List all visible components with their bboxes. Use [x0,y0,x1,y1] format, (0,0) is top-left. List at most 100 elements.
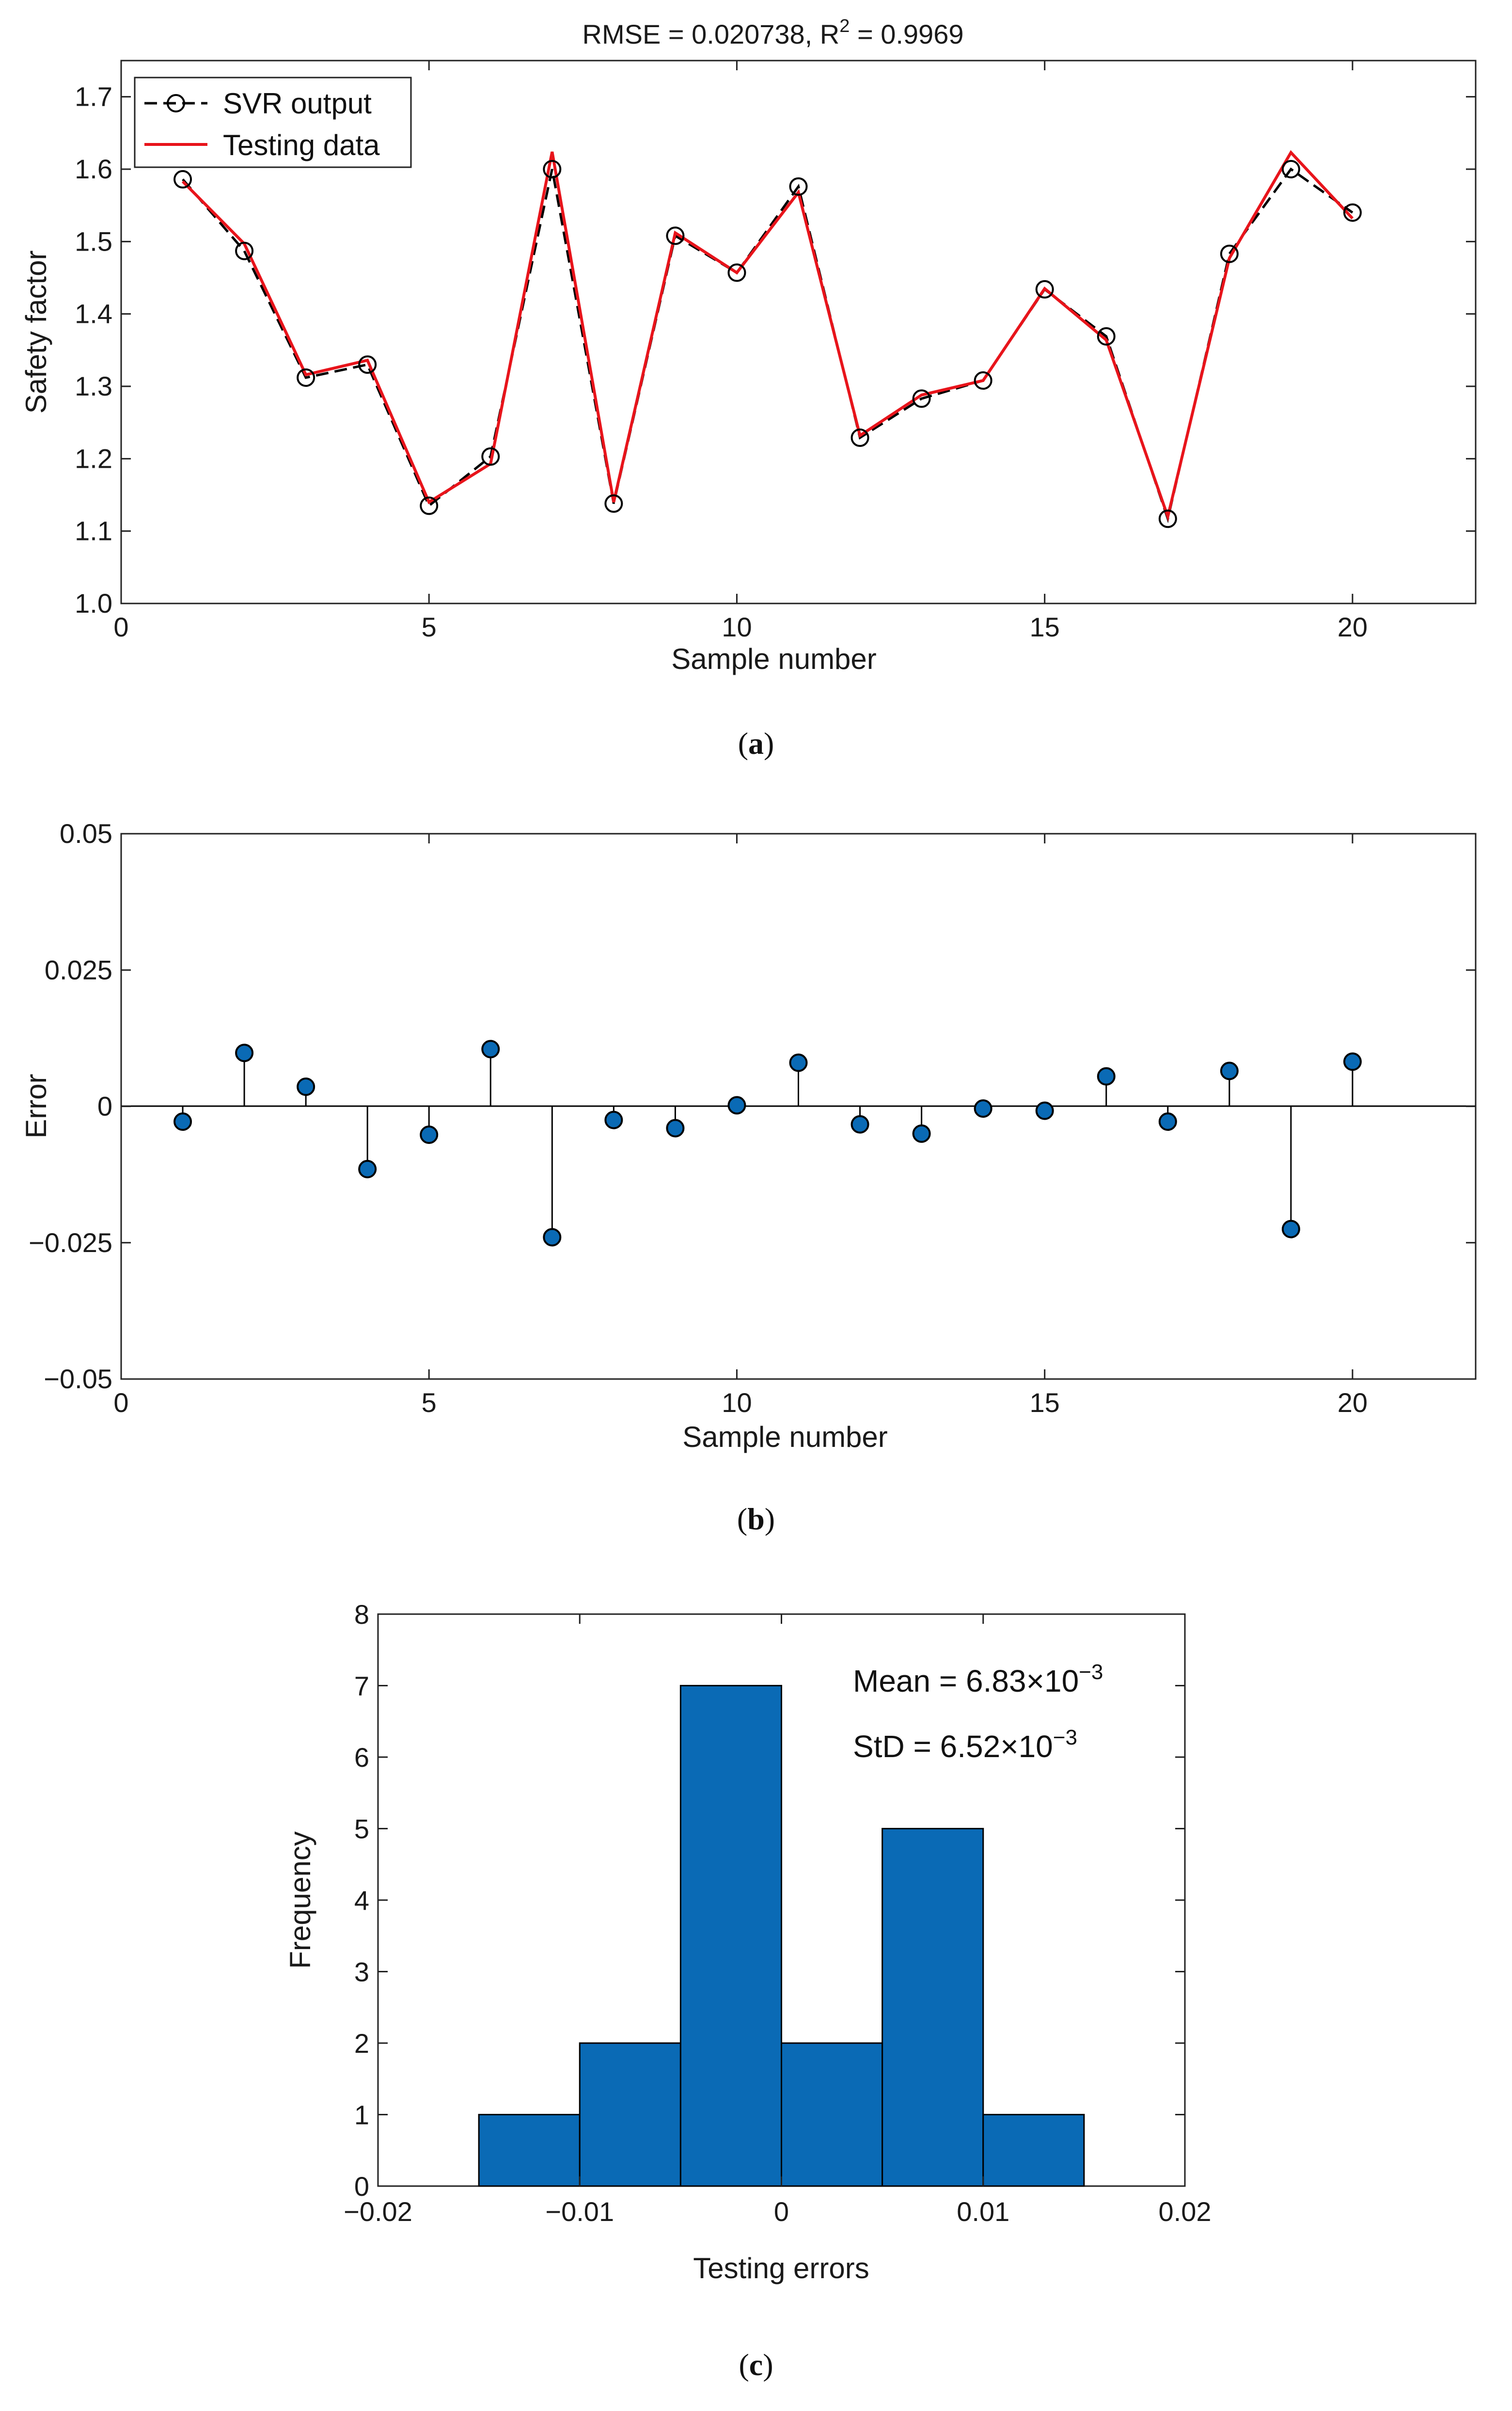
error-point [1220,1062,1239,1080]
testing-data-line [181,150,1354,522]
panel-c-x-tick-label: 0.01 [957,2196,1009,2227]
legend-svr-label: SVR output [223,87,372,120]
svr-output-point [1097,327,1116,346]
panel-c-y-tick-label: 2 [354,2028,369,2059]
error-point [1281,1220,1300,1238]
panel-a-x-ticks: 0 5 10 15 20 [113,61,1368,642]
panel-a-y-tick-label: 1.0 [75,588,112,619]
panel-c-y-tick-label: 7 [354,1671,369,1701]
error-point [666,1119,685,1138]
svr-output-point [604,494,623,513]
error-point [420,1126,439,1144]
error-point [1035,1101,1054,1120]
panel-b-y-tick-label: 0 [97,1091,112,1122]
panel-c-y-tick-label: 8 [354,1599,369,1630]
panel-b-y-tick-label: 0.025 [45,954,112,985]
panel-b-x-tick-label: 5 [422,1387,437,1418]
panel-a-legend-box [134,77,412,168]
panel-c-y-ticks: 0 1 2 3 4 5 6 7 8 [354,1599,1185,2202]
error-point [912,1124,931,1143]
panel-b-stem-chart: 0 5 10 15 20 −0.05 −0.025 0 0.025 0.05 Sample nu… [20,818,1477,1536]
panel-c-y-tick-label: 4 [354,1885,369,1916]
error-point [974,1099,992,1118]
panel-c-x-tick-label: 0.02 [1159,2196,1212,2227]
error-point [1097,1067,1116,1086]
panel-a-x-tick-label: 20 [1338,612,1368,642]
error-point [789,1053,808,1072]
panel-a-title: RMSE = 0.020738, R2 = 0.9969 [583,16,964,49]
panel-a-y-tick-label: 1.7 [75,81,112,112]
panel-a-y-tick-label: 1.5 [75,226,112,256]
error-point [850,1115,869,1134]
svr-output-point [727,263,746,282]
panel-a-line-chart: RMSE = 0.020738, R2 = 0.9969 0 5 10 15 20 1.… [20,16,1477,761]
panel-b-x-tick-label: 15 [1030,1387,1060,1418]
panel-a-legend: SVR output Testing data [134,77,412,168]
svr-output-point [1158,509,1177,528]
svr-output-point [1281,160,1300,178]
legend-svr-marker [167,94,185,112]
svr-output-point [850,428,869,447]
svr-output-point [1220,244,1239,263]
panel-b-stems [173,1040,1362,1247]
svr-output-point [481,447,500,466]
panel-c-y-tick-label: 6 [354,1742,369,1773]
error-point [481,1040,500,1059]
panel-b-y-tick-label: −0.05 [44,1364,112,1394]
panel-c-y-axis-label: Frequency [284,1831,316,1968]
error-point [727,1096,746,1115]
panel-c-caption: (c) [739,2348,773,2382]
panel-c-y-tick-label: 0 [354,2171,369,2202]
panel-a-x-axis-label: Sample number [671,643,877,675]
svr-output-point [358,355,377,374]
panel-a-y-tick-label: 1.4 [75,299,112,329]
error-point [173,1112,192,1131]
panel-c-x-tick-label: −0.01 [545,2196,614,2227]
panel-a-x-tick-label: 5 [422,612,437,642]
panel-a-y-tick-label: 1.2 [75,443,112,474]
panel-b-x-tick-label: 20 [1338,1387,1368,1418]
svr-output-point [974,371,992,390]
panel-c-y-tick-label: 1 [354,2100,369,2130]
svr-output-point [235,241,254,260]
svr-output-line [182,167,1354,523]
svr-output-point [297,368,315,387]
histogram-bar [579,2042,681,2187]
panel-c-x-tick-label: −0.02 [344,2196,412,2227]
panel-c-y-tick-label: 3 [354,1957,369,1987]
panel-c-y-tick-label: 5 [354,1814,369,1844]
panel-a-caption: (a) [738,726,774,761]
panel-c-histogram: −0.02 −0.01 0 0.01 0.02 0 1 2 3 4 5 6 7 8 Mean = 6.8… [284,1599,1212,2382]
svr-output-point [543,160,562,178]
error-point [543,1228,562,1247]
svr-output-point [1035,280,1054,299]
histogram-bar [982,2114,1085,2187]
panel-a-x-tick-label: 10 [722,612,752,642]
panel-a-y-axis-label: Safety factor [20,251,52,414]
error-point [235,1044,254,1063]
panel-a-y-ticks: 1.0 1.1 1.2 1.3 1.4 1.5 1.6 1.7 [75,81,1476,619]
panel-c-std-annotation: StD = 6.52×10−3 [853,1726,1077,1764]
panel-b-y-tick-label: −0.025 [29,1227,112,1258]
svr-output-point [1343,203,1362,222]
error-point [358,1159,377,1178]
panel-b-x-tick-label: 0 [113,1387,128,1418]
histogram-bar [781,2042,883,2187]
panel-c-bars [478,1685,1085,2187]
panel-b-x-tick-label: 10 [722,1387,752,1418]
panel-c-x-axis-label: Testing errors [693,2252,869,2284]
svr-output-point [420,496,439,515]
svr-output-point [666,226,685,245]
panel-a-y-tick-label: 1.1 [75,516,112,546]
histogram-bar [882,1828,984,2187]
histogram-bar [478,2114,581,2187]
histogram-bar [679,1685,782,2187]
error-point [297,1078,315,1096]
panel-c-x-ticks: −0.02 −0.01 0 0.01 0.02 [344,1614,1212,2227]
panel-b-y-axis-label: Error [20,1074,52,1138]
panel-b-caption: (b) [737,1502,775,1536]
panel-a-x-tick-label: 0 [113,612,128,642]
panel-b-y-tick-label: 0.05 [60,818,112,849]
panel-a-x-tick-label: 15 [1030,612,1060,642]
